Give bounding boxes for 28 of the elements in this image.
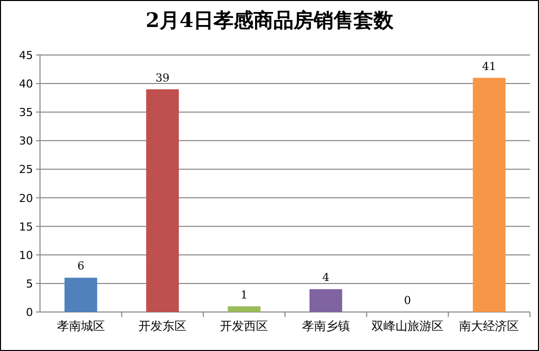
x-tick-label: 孝南城区	[56, 319, 105, 333]
data-label: 4	[322, 271, 330, 284]
x-tick-label: 南大经济区	[459, 319, 520, 333]
bar	[228, 306, 260, 312]
y-tick-label: 40	[19, 78, 33, 91]
bar	[64, 278, 98, 312]
x-tick-label: 开发东区	[138, 319, 186, 333]
data-label: 1	[240, 288, 248, 302]
y-tick-label: 25	[19, 163, 33, 176]
x-tick-label: 双峰山旅游区	[372, 319, 444, 333]
y-tick-label: 45	[19, 49, 33, 62]
y-tick-label: 10	[19, 248, 33, 262]
x-tick-label: 孝南乡镇	[302, 319, 350, 333]
data-label: 41	[482, 60, 496, 73]
y-tick-label: 15	[19, 220, 33, 234]
bar	[310, 289, 342, 312]
y-tick-label: 20	[19, 192, 33, 205]
y-tick-label: 0	[26, 306, 33, 319]
y-tick-label: 30	[19, 134, 33, 148]
data-label: 39	[156, 71, 170, 84]
bar	[472, 78, 506, 312]
data-label: 0	[404, 294, 411, 307]
y-tick-label: 5	[26, 277, 33, 290]
chart-title: 2月4日孝感商品房销售套数	[146, 8, 394, 32]
data-label: 6	[77, 260, 84, 273]
bar	[146, 89, 179, 312]
x-tick-label: 开发西区	[220, 319, 268, 333]
y-tick-label: 35	[19, 106, 33, 120]
